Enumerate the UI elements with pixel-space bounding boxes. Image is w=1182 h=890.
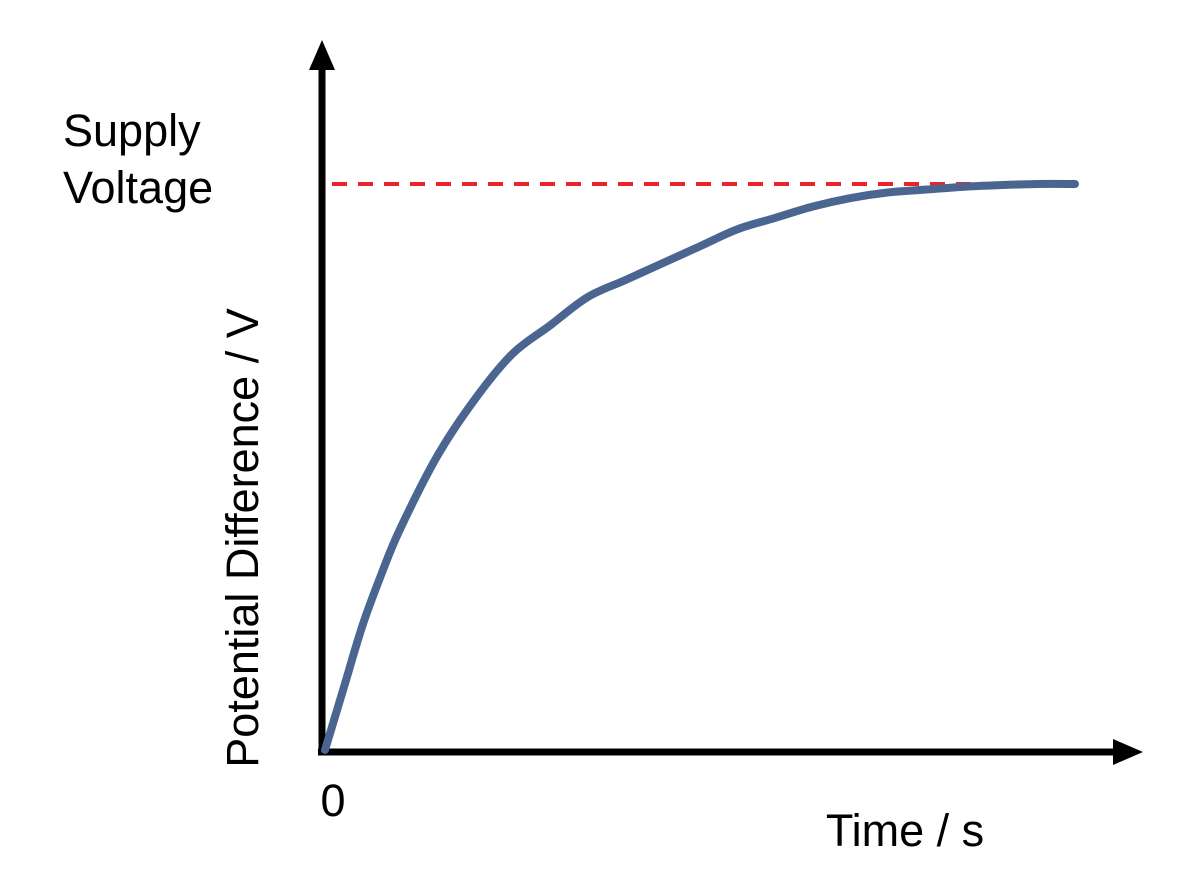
y-axis-label: Potential Difference / V	[217, 308, 268, 767]
y-axis-arrowhead	[309, 40, 335, 70]
supply-voltage-label-line1: Supply	[63, 105, 201, 156]
series-line-potential-difference	[321, 179, 1079, 754]
origin-tick-label: 0	[320, 775, 345, 826]
x-axis-arrowhead	[1113, 739, 1143, 765]
x-axis-label: Time / s	[826, 805, 984, 856]
supply-voltage-label-line2: Voltage	[63, 162, 213, 213]
